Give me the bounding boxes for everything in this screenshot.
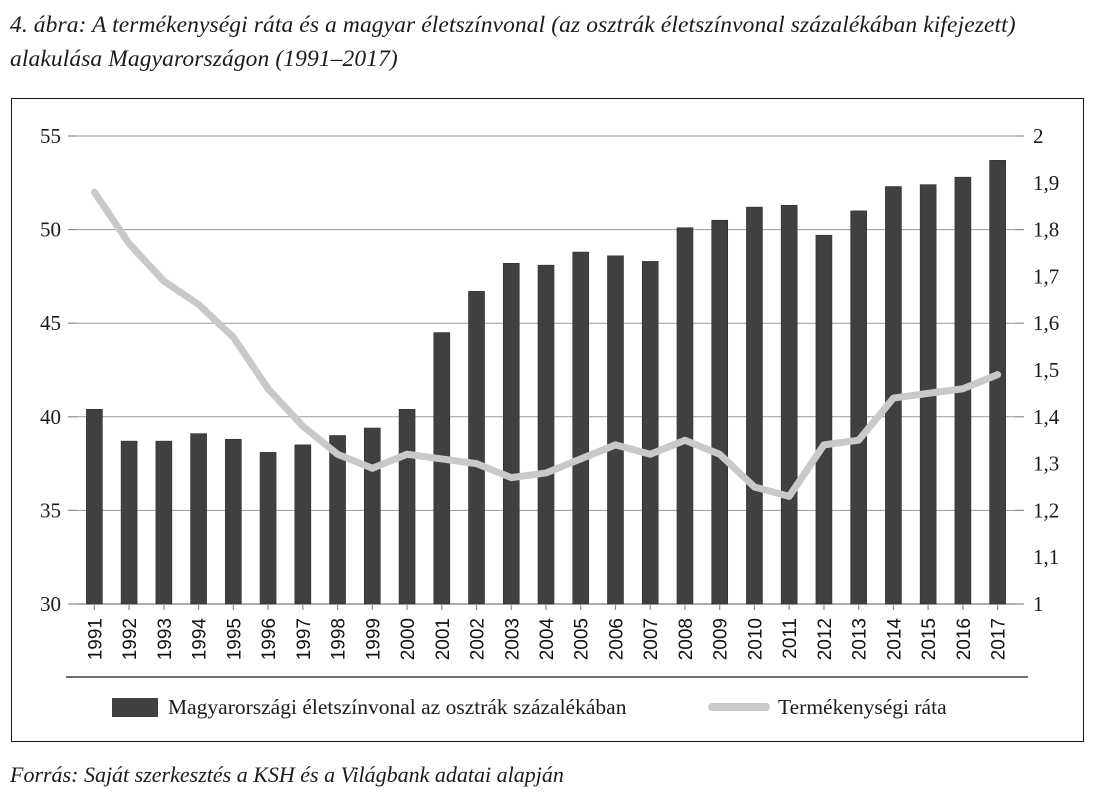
x-axis-tick-label: 2014 [884, 618, 905, 661]
legend-label-line: Termékenységi ráta [778, 695, 947, 719]
combo-chart: 30 35 40 45 50 55 1 1,1 1,2 1,3 1,4 1,5 1,6 1,7 1,8 1,9… [40, 124, 1060, 719]
left-axis-tick-label: 30 [40, 592, 61, 616]
x-axis-tick-label: 2017 [989, 618, 1010, 660]
left-axis-tick-label: 50 [40, 218, 61, 242]
right-axis: 1 1,1 1,2 1,3 1,4 1,5 1,6 1,7 1,8 1,9 2 [1015, 124, 1060, 616]
right-axis-tick-label: 1,4 [1033, 405, 1060, 429]
x-axis-tick-label: 1993 [155, 618, 176, 660]
right-axis-tick-label: 1,8 [1033, 218, 1059, 242]
right-axis-tick-label: 1,5 [1033, 358, 1059, 382]
legend-label-bar: Magyarországi életszínvonal az osztrák s… [168, 695, 627, 719]
chart-legend: Magyarországi életszínvonal az osztrák s… [112, 695, 947, 719]
bar[interactable] [155, 440, 173, 605]
x-axis-tick-label: 2001 [433, 618, 454, 660]
bar[interactable] [850, 210, 867, 605]
right-axis-tick-label: 1,3 [1033, 452, 1059, 476]
bar[interactable] [433, 332, 451, 605]
x-axis-tick-label: 2009 [711, 618, 732, 660]
x-axis-tick-label: 2011 [780, 618, 801, 659]
bar[interactable] [989, 160, 1006, 605]
x-axis-tick-label: 2006 [606, 618, 627, 660]
figure-source: Forrás: Saját szerkesztés a KSH és a Vil… [10, 762, 564, 787]
bar[interactable] [86, 409, 103, 605]
bar[interactable] [190, 433, 207, 605]
bar[interactable] [607, 255, 624, 605]
x-axis-tick-label: 2012 [815, 618, 836, 660]
right-axis-tick-label: 1,9 [1033, 171, 1059, 195]
x-axis-tick-label: 2005 [572, 618, 593, 660]
right-axis-tick-label: 1,7 [1033, 264, 1059, 288]
line-series[interactable] [90, 188, 1002, 500]
legend-swatch-bar [112, 698, 158, 717]
x-axis-tick-label: 1998 [329, 618, 350, 660]
x-axis-tick-label: 2004 [537, 618, 558, 661]
x-axis-tick-label: 2003 [502, 618, 523, 660]
bar[interactable] [537, 264, 555, 605]
left-axis: 30 35 40 45 50 55 [40, 124, 77, 616]
figure-title: 4. ábra: A termékenységi ráta és a magya… [10, 12, 1016, 72]
x-axis-tick-label: 2002 [468, 618, 489, 660]
bar[interactable] [363, 427, 381, 605]
bar[interactable] [329, 435, 346, 605]
bar[interactable] [676, 227, 694, 605]
bar[interactable] [468, 291, 485, 605]
right-axis-tick-label: 1,2 [1033, 498, 1059, 522]
left-axis-tick-label: 45 [40, 311, 61, 335]
right-axis-tick-label: 2 [1033, 124, 1044, 148]
x-axis-tick-label: 1995 [224, 618, 245, 660]
bar[interactable] [502, 262, 520, 605]
left-axis-tick-label: 55 [40, 124, 61, 148]
x-axis-tick-label: 2013 [850, 618, 871, 660]
bar[interactable] [746, 206, 763, 605]
bar[interactable] [641, 261, 659, 605]
x-axis-tick-label: 2016 [954, 618, 975, 660]
bar[interactable] [259, 452, 277, 605]
bar[interactable] [294, 444, 312, 605]
bar-series [86, 160, 1006, 605]
bar[interactable] [780, 204, 798, 605]
bar[interactable] [815, 234, 833, 605]
x-axis: 1991 1992 1993 1994 1995 1996 1997 1998 1999 2000… [85, 604, 1010, 661]
right-axis-tick-label: 1,6 [1033, 311, 1059, 335]
x-axis-tick-label: 2008 [676, 618, 697, 660]
x-axis-tick-label: 1994 [190, 618, 211, 661]
bar[interactable] [711, 219, 729, 605]
bar[interactable] [120, 440, 138, 605]
x-axis-tick-label: 2015 [919, 618, 940, 660]
x-axis-tick-label: 1999 [363, 618, 384, 660]
x-axis-tick-label: 1996 [259, 618, 280, 660]
bar[interactable] [572, 251, 590, 605]
right-axis-tick-label: 1 [1033, 592, 1044, 616]
x-axis-tick-label: 2010 [745, 618, 766, 660]
x-axis-tick-label: 1997 [294, 618, 315, 660]
bar[interactable] [225, 438, 242, 605]
chart-container: 30 35 40 45 50 55 1 1,1 1,2 1,3 1,4 1,5 1,6 1,7 1,8 1,9… [11, 98, 1084, 742]
x-axis-tick-label: 1991 [85, 618, 106, 660]
left-axis-tick-label: 40 [40, 405, 61, 429]
right-axis-tick-label: 1,1 [1033, 545, 1059, 569]
x-axis-tick-label: 1992 [120, 618, 141, 660]
bar[interactable] [398, 409, 416, 605]
x-axis-tick-label: 2007 [641, 618, 662, 660]
left-axis-tick-label: 35 [40, 498, 61, 522]
x-axis-tick-label: 2000 [398, 618, 419, 660]
